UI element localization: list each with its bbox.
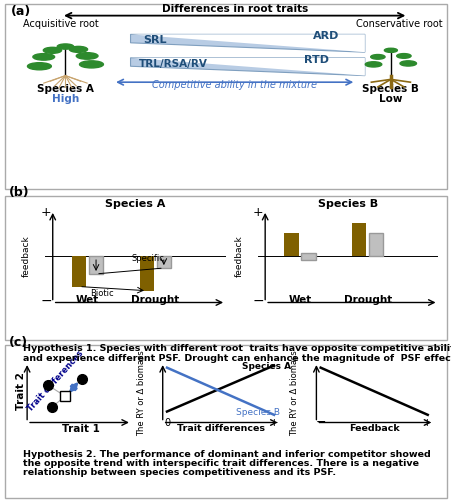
Bar: [139, 256, 154, 290]
Text: Specific: Specific: [132, 254, 164, 264]
Ellipse shape: [57, 44, 74, 49]
Text: relationship between species competitiveness and its PSF.: relationship between species competitive…: [23, 468, 335, 477]
Text: The RY or Δ biomass: The RY or Δ biomass: [290, 350, 299, 436]
Text: −: −: [252, 294, 264, 308]
Bar: [156, 256, 170, 268]
Text: and experience different PSF. Drought can enhance the magnitude of  PSF effects.: and experience different PSF. Drought ca…: [23, 354, 451, 363]
Text: Wet: Wet: [288, 296, 311, 306]
Text: −: −: [40, 294, 52, 308]
Polygon shape: [130, 58, 364, 76]
Text: (a): (a): [11, 6, 32, 18]
Ellipse shape: [76, 52, 98, 59]
Bar: [351, 224, 366, 256]
Text: (c): (c): [9, 336, 28, 349]
Text: feedback: feedback: [234, 236, 243, 277]
Text: (b): (b): [9, 186, 30, 199]
Bar: [72, 256, 86, 286]
Text: −: −: [315, 416, 325, 430]
Text: The RY or Δ biomass: The RY or Δ biomass: [137, 350, 146, 436]
Text: +: +: [253, 206, 263, 218]
Text: Wet: Wet: [76, 296, 99, 306]
Ellipse shape: [383, 48, 396, 52]
Text: Differences in root traits: Differences in root traits: [161, 4, 307, 14]
Text: Trait differences: Trait differences: [176, 424, 264, 434]
Text: Hypothesis 1. Species with different root  traits have opposite competitive abil: Hypothesis 1. Species with different roo…: [23, 344, 451, 353]
Y-axis label: Trait 2: Trait 2: [16, 372, 26, 410]
Text: Trait differences: Trait differences: [26, 348, 85, 413]
Text: 0: 0: [164, 418, 170, 428]
Ellipse shape: [399, 61, 415, 66]
Bar: [368, 233, 382, 256]
Text: Acquisitive root: Acquisitive root: [23, 19, 99, 29]
Text: Species A: Species A: [37, 84, 94, 94]
Text: Low: Low: [378, 94, 402, 104]
Text: SRL: SRL: [143, 35, 167, 45]
Title: Species B: Species B: [317, 199, 377, 209]
X-axis label: Trait 1: Trait 1: [62, 424, 100, 434]
Text: Hypothesis 2. The performance of dominant and inferior competitor showed: Hypothesis 2. The performance of dominan…: [23, 450, 429, 459]
Title: Species A: Species A: [105, 199, 166, 209]
Text: Biotic: Biotic: [90, 289, 114, 298]
Ellipse shape: [33, 54, 55, 60]
Text: +: +: [41, 206, 51, 218]
Text: High: High: [52, 94, 79, 104]
Ellipse shape: [79, 61, 103, 68]
Polygon shape: [130, 34, 364, 52]
Text: feedback: feedback: [22, 236, 31, 277]
Ellipse shape: [28, 62, 51, 70]
Ellipse shape: [396, 54, 410, 59]
Bar: [301, 253, 315, 260]
Polygon shape: [130, 34, 364, 52]
Text: Species B: Species B: [362, 84, 419, 94]
Text: Conservative root: Conservative root: [355, 19, 442, 29]
Polygon shape: [130, 58, 364, 76]
Ellipse shape: [43, 48, 61, 54]
Ellipse shape: [370, 54, 384, 59]
Text: ARD: ARD: [312, 31, 338, 41]
Text: Species A: Species A: [241, 362, 290, 371]
Text: Feedback: Feedback: [348, 424, 399, 434]
Text: RTD: RTD: [304, 56, 328, 66]
Text: TRL/RSA/RV: TRL/RSA/RV: [139, 59, 207, 69]
Text: +: +: [423, 418, 431, 428]
Text: Drought: Drought: [343, 296, 391, 306]
Text: Drought: Drought: [131, 296, 179, 306]
Bar: [284, 233, 298, 256]
Ellipse shape: [364, 62, 381, 67]
Text: Species B: Species B: [235, 408, 279, 417]
Bar: [89, 256, 103, 274]
Ellipse shape: [69, 46, 87, 52]
Text: Competitive ability in the mixture: Competitive ability in the mixture: [152, 80, 317, 90]
Text: the opposite trend with interspecific trait differences. There is a negative: the opposite trend with interspecific tr…: [23, 459, 418, 468]
Text: +: +: [269, 418, 278, 428]
